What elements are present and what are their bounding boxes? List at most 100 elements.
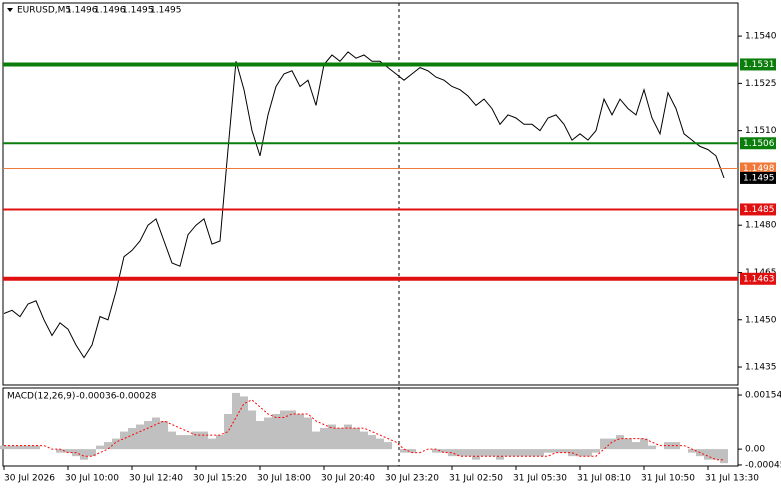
x-tick-label: 31 Jul 10:50: [641, 474, 695, 484]
x-tick-label: 30 Jul 15:20: [193, 474, 247, 484]
x-tick-label: 30 Jul 20:40: [321, 474, 375, 484]
macd-bar: [24, 445, 32, 450]
macd-bar: [536, 449, 544, 457]
level-label-box: [740, 203, 776, 216]
macd-bar: [608, 438, 616, 450]
macd-bar: [472, 449, 480, 460]
price-line: [3, 51, 725, 359]
signal-value: -0.00028: [116, 392, 157, 402]
macd-bar: [64, 449, 72, 453]
macd-bar: [488, 449, 496, 457]
macd-bar: [384, 442, 392, 450]
low: 1.1495: [122, 6, 154, 16]
level-label-box: [740, 272, 776, 285]
macd-bar: [248, 410, 256, 450]
macd-bar: [88, 449, 96, 457]
x-tick-label: 30 Jul 10:00: [65, 474, 119, 484]
macd-bar: [80, 449, 88, 460]
macd-bar: [504, 449, 512, 457]
x-tick-label: 31 Jul 05:30: [513, 474, 567, 484]
macd-bar: [552, 449, 560, 453]
macd-value: -0.00036: [76, 392, 117, 402]
macd-bar: [112, 438, 120, 450]
symbol: EURUSD,M5: [17, 6, 71, 16]
macd-bar: [104, 442, 112, 450]
macd-bar: [56, 449, 64, 453]
macd-bar: [408, 449, 416, 453]
macd-bar: [32, 445, 40, 450]
macd-bar: [272, 414, 280, 450]
level-label: 1.1463: [743, 274, 775, 284]
macd-bar: [256, 421, 264, 450]
macd-bar: [440, 449, 448, 453]
price-panel: [2, 2, 739, 386]
macd-bar: [648, 445, 656, 450]
macd-bar: [568, 449, 576, 457]
macd-bar: [128, 428, 136, 450]
macd-bar: [120, 431, 128, 450]
macd-bar: [712, 449, 720, 460]
macd-bar: [312, 431, 320, 450]
macd-bar: [496, 449, 504, 460]
macd-bar: [176, 435, 184, 450]
y-tick-label: -0.00045: [745, 460, 781, 470]
macd-bar: [280, 410, 288, 450]
macd-bar: [16, 445, 24, 450]
y-tick-label: 1.1525: [745, 79, 777, 89]
macd-bar: [360, 431, 368, 450]
macd-bar: [352, 428, 360, 450]
macd-bar: [512, 449, 520, 457]
level-label: 1.1485: [743, 205, 775, 215]
macd-bar: [480, 449, 488, 457]
y-tick-label: 1.1480: [745, 221, 777, 231]
x-tick-label: 30 Jul 18:00: [257, 474, 311, 484]
macd-bar: [152, 417, 160, 450]
x-tick-label: 31 Jul 02:50: [449, 474, 503, 484]
macd-bar: [584, 449, 592, 457]
macd-bar: [520, 449, 528, 457]
macd-bar: [304, 417, 312, 450]
macd-bar: [184, 435, 192, 450]
macd-panel: [2, 387, 739, 467]
y-tick-label: 1.1435: [745, 363, 777, 373]
y-tick-label: 0.00: [745, 445, 765, 455]
level-label: 1.1506: [743, 139, 775, 149]
macd-bar: [192, 431, 200, 450]
macd-bar: [232, 392, 240, 450]
macd-bar: [344, 424, 352, 450]
macd-bar: [216, 435, 224, 450]
menu-icon: [7, 8, 13, 12]
x-tick-label: 30 Jul 2026: [4, 474, 55, 484]
x-tick-label: 31 Jul 08:10: [577, 474, 631, 484]
x-tick-label: 30 Jul 23:20: [385, 474, 439, 484]
macd-bar: [336, 428, 344, 450]
macd-bar: [592, 449, 600, 453]
macd-bar: [528, 449, 536, 457]
y-tick-label: 1.1510: [745, 126, 777, 136]
macd-bar: [224, 414, 232, 450]
level-label: 1.1498: [743, 164, 775, 174]
macd-bar: [8, 445, 16, 450]
macd-bar: [600, 438, 608, 450]
level-label-box: [740, 162, 776, 175]
macd-bar: [624, 438, 632, 450]
macd-bar: [264, 417, 272, 450]
macd-bar: [400, 449, 408, 453]
macd-bar: [240, 396, 248, 450]
high: 1.1496: [94, 6, 126, 16]
macd-bar: [704, 449, 712, 460]
macd-bar: [288, 410, 296, 450]
macd-bar: [136, 424, 144, 450]
macd-bar: [0, 445, 8, 450]
macd-bar: [576, 449, 584, 457]
header: EURUSD,M5 1.1496 1.1496 1.1495 1.1495 MA…: [7, 6, 182, 402]
macd-bar: [616, 435, 624, 450]
macd-bar: [432, 449, 440, 453]
macd-bar: [560, 449, 568, 453]
x-tick-label: 31 Jul 13:30: [705, 474, 759, 484]
level-label-box: [740, 58, 776, 71]
level-label-box: [740, 137, 776, 150]
macd-bar: [208, 438, 216, 450]
